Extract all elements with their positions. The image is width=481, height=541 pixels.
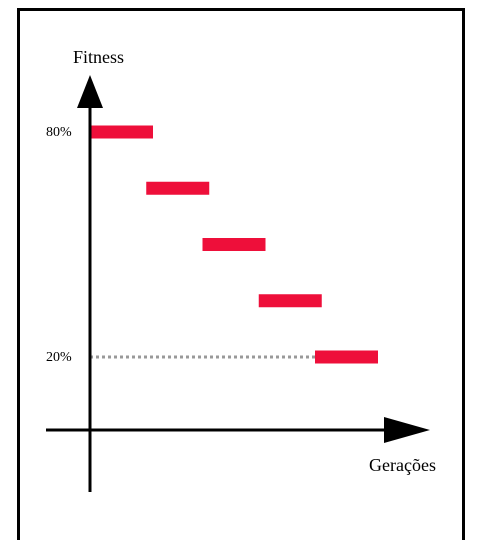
y-tick-label: 80%	[46, 125, 72, 140]
x-axis-label: Gerações	[369, 455, 436, 475]
chart-marks	[90, 125, 378, 364]
x-axis-arrow	[384, 417, 430, 443]
bar-2	[146, 181, 210, 195]
y-axis-label: Fitness	[73, 47, 124, 67]
bar-1	[90, 125, 153, 139]
chart-labels: Fitness Gerações 80% 20%	[46, 47, 436, 475]
y-axis-arrow	[77, 75, 103, 108]
bar-3	[202, 238, 266, 251]
bar-4	[258, 294, 322, 308]
chart-axes	[46, 75, 430, 492]
y-tick-label: 20%	[46, 350, 72, 365]
bar-5	[315, 350, 378, 364]
chart-frame	[17, 8, 465, 540]
